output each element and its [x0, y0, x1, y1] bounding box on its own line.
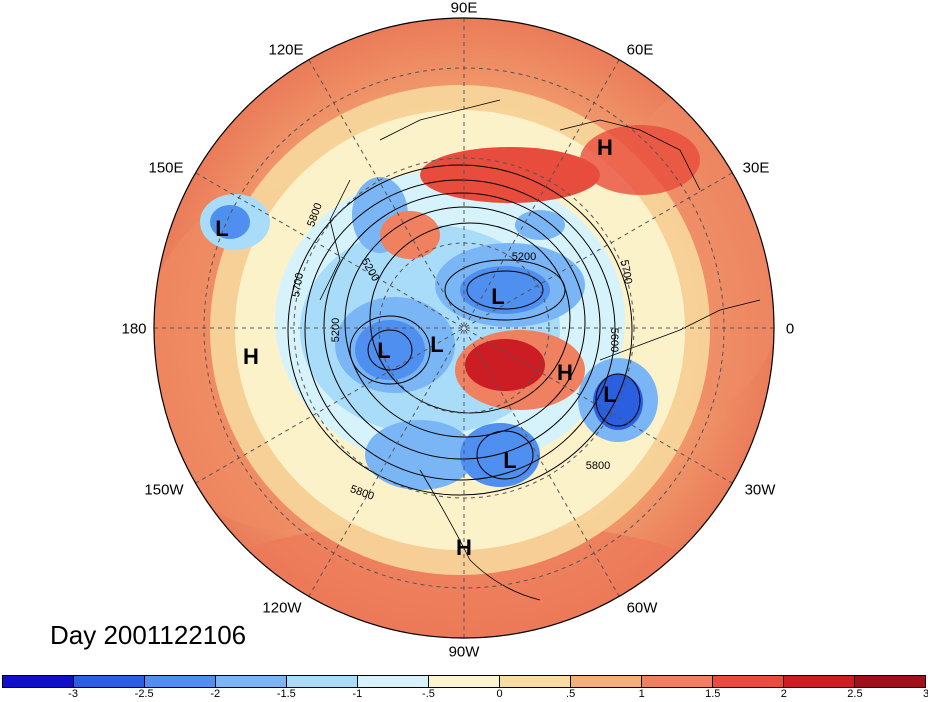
lon-label-150E: 150E — [148, 159, 184, 177]
anomaly-field — [154, 18, 774, 638]
colorbar-swatch — [713, 676, 784, 687]
low-pressure-marker: L — [491, 284, 505, 309]
lon-label-30W: 30W — [744, 481, 776, 499]
lon-label-0: 0 — [785, 320, 795, 338]
contour-label: 5600 — [608, 327, 620, 353]
colorbar-swatch — [855, 676, 925, 687]
lon-label-60W: 60W — [626, 599, 658, 617]
colorbar-tick-label: 2 — [780, 688, 787, 700]
lon-label-120W: 120W — [262, 599, 302, 617]
colorbar-swatch — [642, 676, 713, 687]
colorbar-swatch — [3, 676, 74, 687]
high-pressure-marker: H — [456, 535, 472, 560]
colorbar-tick-label: 3 — [922, 688, 928, 700]
colorbar-tick-label: -3 — [68, 688, 78, 700]
colorbar-swatch — [500, 676, 571, 687]
colorbar-swatch — [429, 676, 500, 687]
lon-label-30E: 30E — [742, 159, 770, 177]
colorbar-tick-label: -2.5 — [134, 688, 154, 700]
contour-label: 5800 — [585, 460, 611, 472]
colorbar-swatch — [74, 676, 145, 687]
lon-label-90E: 90E — [450, 0, 478, 17]
colorbar-swatch — [216, 676, 287, 687]
lon-label-60E: 60E — [626, 41, 654, 59]
low-pressure-marker: L — [603, 382, 617, 407]
colorbar-swatch — [784, 676, 855, 687]
lon-label-120E: 120E — [268, 41, 304, 59]
colorbar-swatch — [571, 676, 642, 687]
colorbar-tick-label: -2 — [210, 688, 221, 700]
contour-label: 5200 — [511, 251, 537, 263]
graticule — [154, 18, 774, 638]
lon-label-150W: 150W — [144, 481, 184, 499]
low-pressure-marker: L — [430, 332, 444, 357]
colorbar-tick-label: 0 — [496, 688, 503, 700]
colorbar-tick-label: 1 — [638, 688, 645, 700]
colorbar-tick-label: -.5 — [422, 688, 435, 700]
colorbar-tick-label: 1.5 — [705, 688, 721, 700]
height-contours — [287, 164, 641, 496]
high-pressure-marker: H — [243, 344, 259, 369]
contour-label: 5200 — [330, 317, 342, 343]
colorbar-tick-label: -1.5 — [276, 688, 296, 700]
colorbar-tick-label: .5 — [566, 688, 576, 700]
day-title: Day 2001122106 — [50, 620, 247, 650]
high-pressure-marker: H — [557, 360, 573, 385]
coastlines — [319, 99, 761, 601]
low-pressure-marker: L — [503, 448, 517, 473]
colorbar-tick-label: -1 — [352, 688, 363, 700]
colorbar-tick-label: 2.5 — [847, 688, 863, 700]
high-pressure-marker: H — [597, 135, 613, 160]
lon-label-180: 180 — [121, 320, 147, 338]
globe-outline — [153, 17, 775, 639]
colorbar — [2, 675, 926, 688]
colorbar-swatch — [287, 676, 358, 687]
colorbar-swatch — [358, 676, 429, 687]
lon-label-90W: 90W — [448, 643, 480, 661]
low-pressure-marker: L — [215, 216, 229, 241]
low-pressure-marker: L — [377, 338, 391, 363]
colorbar-swatch — [145, 676, 216, 687]
